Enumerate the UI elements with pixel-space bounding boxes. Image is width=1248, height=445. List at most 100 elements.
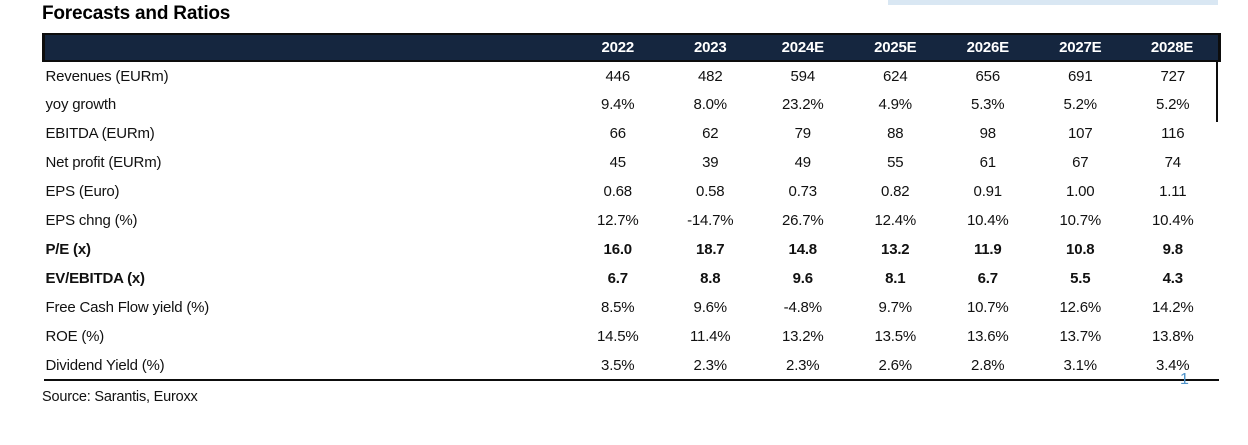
metric-value: 8.8 [700, 270, 721, 287]
metric-value: 3.4% [1126, 351, 1219, 381]
metric-value: 3.1% [1034, 351, 1127, 381]
metric-value: -4.8% [783, 299, 822, 316]
metric-value: 9.7% [878, 299, 913, 316]
metric-value: 446 [605, 67, 631, 85]
metric-value: 5.5 [1070, 270, 1091, 287]
metric-value: 14.2% [1151, 299, 1194, 316]
metric-value: 39 [702, 154, 719, 171]
metric-value: 10.4% [1151, 212, 1194, 229]
metric-value: 61 [979, 154, 996, 171]
year-column-header: 2025E [849, 33, 942, 62]
metric-value: 88 [887, 125, 904, 142]
metric-label: EBITDA (EURm) [45, 125, 155, 142]
row-fcf-yield: Free Cash Flow yield (%) 8.5% 9.6% -4.8%… [44, 293, 1220, 322]
year-column-header: 2023 [664, 33, 757, 62]
metric-label: yoy growth [45, 96, 117, 113]
row-dividend-yield: Dividend Yield (%) 3.5% 2.3% 2.3% 2.6% 2… [43, 351, 1219, 381]
row-pe: P/E (x) 16.0 18.7 14.8 13.2 11.9 10.8 9.… [44, 235, 1220, 264]
row-ev-ebitda: EV/EBITDA (x) 6.7 8.8 9.6 8.1 6.7 5.5 4.… [44, 264, 1220, 293]
metric-label: ROE (%) [45, 328, 105, 345]
metric-value: 2.3% [756, 351, 849, 381]
row-eps-chng: EPS chng (%) 12.7% -14.7% 26.7% 12.4% 10… [44, 206, 1220, 235]
year-column-header: 2028E [1126, 33, 1221, 62]
table-right-edge-rule [1216, 60, 1218, 122]
row-roe: ROE (%) 14.5% 11.4% 13.2% 13.5% 13.6% 13… [44, 322, 1220, 351]
metric-value: 13.8% [1151, 328, 1194, 345]
metric-value: 9.4% [601, 96, 635, 113]
metric-value: 13.5% [874, 328, 917, 345]
metric-value: 2.8% [941, 351, 1034, 381]
source-attribution: Source: Sarantis, Euroxx [42, 389, 198, 405]
row-revenues: Revenues (EURm) 446 482 594 624 656 691 … [44, 61, 1220, 90]
metric-value: 67 [1072, 154, 1089, 171]
metric-value: 10.4% [966, 212, 1009, 229]
metric-value: 656 [975, 67, 1001, 85]
metric-label: Revenues (EURm) [45, 67, 169, 85]
metric-value: 13.6% [966, 328, 1009, 345]
metric-value: 62 [702, 125, 719, 142]
forecasts-table-container: 2022 2023 2024E 2025E 2026E 2027E 2028E … [42, 33, 1221, 381]
metric-value: 12.6% [1059, 299, 1102, 316]
metric-value: 107 [1068, 125, 1093, 142]
table-header-row: 2022 2023 2024E 2025E 2026E 2027E 2028E [42, 33, 1221, 62]
metric-value: 14.8 [788, 241, 818, 258]
metric-value: 11.9 [973, 241, 1002, 258]
metric-value: 98 [979, 125, 996, 142]
row-yoy-growth: yoy growth 9.4% 8.0% 23.2% 4.9% 5.3% 5.2… [44, 90, 1220, 119]
metric-value: 0.82 [881, 183, 910, 200]
metric-label: Net profit (EURm) [45, 154, 162, 171]
metric-label: P/E (x) [45, 241, 91, 258]
metric-value: 13.2 [881, 241, 910, 258]
metric-value: 4.9% [878, 96, 913, 113]
metric-value: 26.7% [781, 212, 824, 229]
metric-value: 8.1 [885, 270, 906, 287]
metric-value: 0.58 [696, 183, 725, 200]
year-column-header: 2022 [571, 33, 664, 62]
metric-value: 74 [1164, 154, 1181, 171]
forecasts-and-ratios-table: 2022 2023 2024E 2025E 2026E 2027E 2028E … [42, 33, 1221, 381]
metric-label: EPS (Euro) [45, 183, 120, 200]
row-net-profit: Net profit (EURm) 45 39 49 55 61 67 74 [44, 148, 1220, 177]
metric-value: 6.7 [977, 270, 998, 287]
metric-value: 624 [883, 67, 908, 85]
metric-value: 55 [887, 154, 904, 171]
metric-value: -14.7% [687, 212, 734, 229]
metric-value: 0.73 [788, 183, 818, 200]
metric-label: EV/EBITDA (x) [45, 270, 146, 287]
metric-value: 594 [790, 67, 816, 85]
metric-value: 10.8 [1066, 241, 1095, 258]
page-number: 1 [1180, 371, 1189, 388]
metric-value: 9.8 [1162, 241, 1183, 258]
page-title: Forecasts and Ratios [42, 3, 231, 24]
metric-value: 691 [1068, 67, 1093, 85]
metric-value: 49 [794, 154, 811, 171]
metric-label: EPS chng (%) [45, 212, 138, 229]
metric-value: 45 [609, 154, 626, 171]
year-column-header: 2027E [1034, 33, 1127, 62]
metric-column-header [42, 33, 572, 62]
metric-value: 12.4% [874, 212, 917, 229]
row-ebitda: EBITDA (EURm) 66 62 79 88 98 107 116 [44, 119, 1220, 148]
metric-value: 13.2% [781, 328, 824, 345]
metric-value: 13.7% [1059, 328, 1102, 345]
metric-value: 5.3% [971, 96, 1005, 113]
metric-value: 1.11 [1159, 183, 1187, 200]
metric-value: 6.7 [607, 270, 628, 287]
metric-label: Free Cash Flow yield (%) [45, 299, 210, 316]
metric-value: 79 [794, 125, 811, 142]
metric-value: 23.2% [781, 96, 824, 113]
metric-value: 16.0 [603, 241, 633, 258]
metric-value: 5.2% [1063, 96, 1098, 113]
metric-value: 10.7% [1059, 212, 1102, 229]
metric-value: 11.4% [690, 328, 731, 345]
metric-value: 727 [1160, 67, 1186, 85]
metric-value: 0.68 [603, 183, 633, 200]
metric-value: 5.2% [1156, 96, 1190, 113]
metric-value: 3.5% [571, 351, 664, 381]
metric-value: 12.7% [596, 212, 639, 229]
metric-label: Dividend Yield (%) [43, 351, 572, 381]
metric-value: 8.0% [693, 96, 728, 113]
metric-value: 482 [698, 67, 723, 85]
metric-value: 9.6% [693, 299, 728, 316]
